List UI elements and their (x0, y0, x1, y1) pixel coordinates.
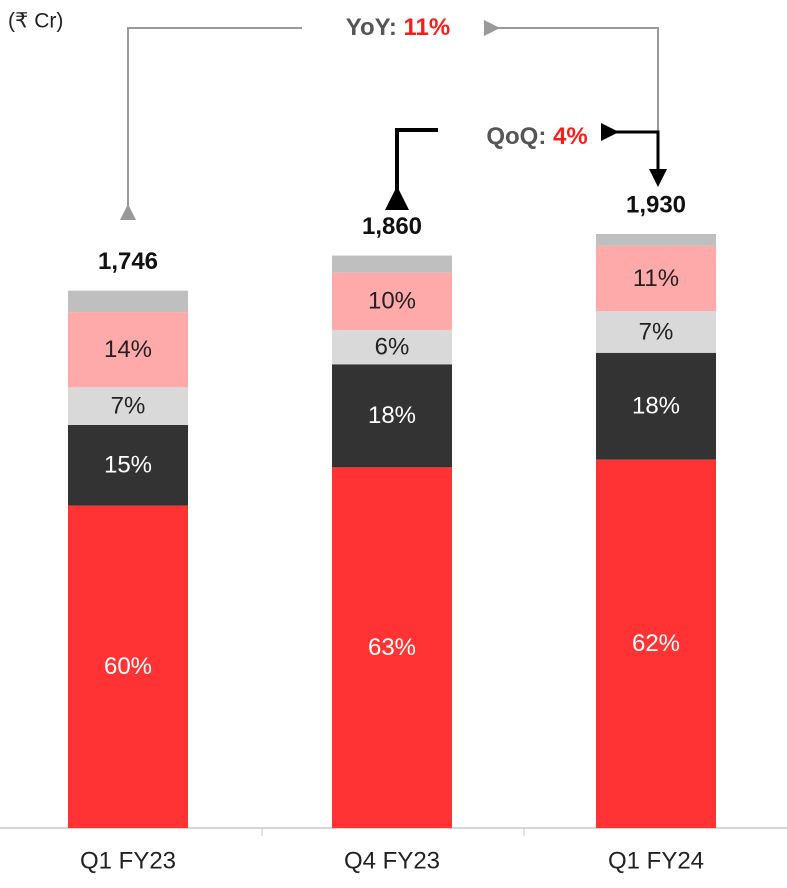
segment-label: 7% (111, 393, 146, 420)
total-label: 1,860 (362, 213, 422, 240)
qoq-value: 4% (553, 123, 588, 150)
bar-segment (332, 364, 452, 468)
bar-segment (332, 329, 452, 365)
yoy-annotation: YoY: 11% (346, 14, 451, 41)
segment-label: 10% (368, 288, 416, 315)
total-label: 1,746 (98, 248, 158, 275)
bar-segment (68, 387, 188, 425)
x-tick-label: Q4 FY23 (344, 847, 440, 874)
segment-label: 60% (104, 653, 152, 680)
bar-segment (68, 312, 188, 388)
x-tick-label: Q1 FY23 (80, 847, 176, 874)
segment-label: 18% (368, 402, 416, 429)
bar-segment (596, 352, 716, 460)
segment-label: 6% (375, 333, 410, 360)
segment-label: 7% (639, 318, 674, 345)
segment-label: 11% (633, 265, 679, 292)
segment-label: 18% (632, 393, 680, 420)
bar-segment (596, 234, 716, 246)
bar-segment (68, 424, 188, 506)
x-tick-label: Q1 FY24 (608, 847, 704, 874)
segment-label: 14% (104, 336, 152, 363)
unit-label: (₹ Cr) (8, 10, 63, 33)
yoy-label: YoY: (346, 14, 404, 41)
total-label: 1,930 (626, 191, 686, 218)
segment-label: 62% (632, 630, 680, 657)
segment-label: 15% (104, 452, 152, 479)
bar-segment (68, 505, 188, 828)
qoq-annotation: QoQ: 4% (486, 123, 587, 150)
qoq-connector (601, 123, 667, 187)
bar-segment (332, 467, 452, 828)
yoy-value: 11% (404, 14, 451, 41)
bar-segment (596, 245, 716, 312)
qoq-label: QoQ: (486, 123, 553, 150)
bar-segment (596, 459, 716, 828)
bar-segment (596, 311, 716, 353)
yoy-connector (484, 20, 666, 186)
yoy-connector (120, 27, 302, 220)
bar-segment (332, 272, 452, 330)
bar-segment (68, 290, 188, 313)
bar-segment (332, 255, 452, 273)
segment-label: 63% (368, 634, 416, 661)
qoq-connector (385, 128, 438, 210)
